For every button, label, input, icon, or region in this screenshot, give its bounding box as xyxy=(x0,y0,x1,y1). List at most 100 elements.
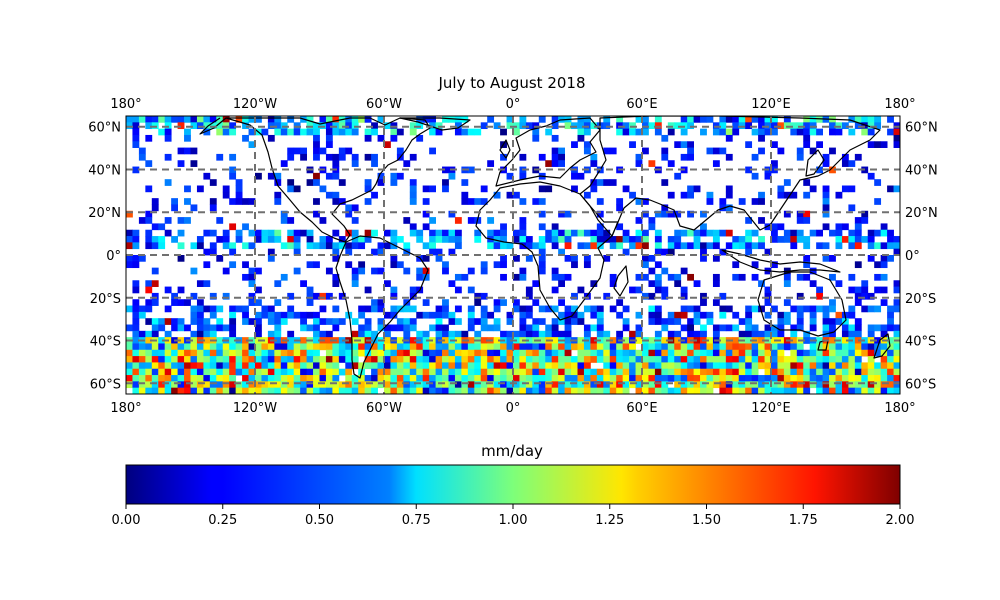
precip-cell xyxy=(816,362,823,370)
precip-cell xyxy=(822,223,830,231)
precip-cell xyxy=(442,343,449,351)
precip-cell xyxy=(267,343,275,351)
precip-cell xyxy=(300,153,307,161)
precip-cell xyxy=(235,191,243,199)
precip-cell xyxy=(796,318,804,325)
precip-cell xyxy=(577,311,585,319)
precip-cell xyxy=(532,375,540,382)
precip-cell xyxy=(274,368,282,376)
precip-cell xyxy=(861,122,869,130)
precip-cell xyxy=(667,362,675,370)
precip-cell xyxy=(687,368,694,376)
precip-cell xyxy=(429,185,436,193)
precip-cell xyxy=(829,305,836,313)
precip-cell xyxy=(196,381,204,389)
precip-cell xyxy=(571,368,578,376)
precip-cell xyxy=(461,128,469,136)
precip-cell xyxy=(564,349,572,357)
precip-cell xyxy=(854,229,862,237)
precip-cell xyxy=(332,198,340,205)
precip-cell xyxy=(822,210,830,218)
precip-cell xyxy=(190,349,198,357)
precip-cell xyxy=(751,128,759,136)
precip-cell xyxy=(583,324,591,332)
precip-cell xyxy=(622,375,630,382)
lat-label: 20°N xyxy=(88,206,121,221)
precip-cell xyxy=(493,299,501,306)
precip-cell xyxy=(712,160,720,167)
precip-cell xyxy=(848,311,856,319)
precip-cell xyxy=(635,160,643,167)
precip-cell xyxy=(583,191,591,199)
precip-cell xyxy=(158,343,166,351)
precip-cell xyxy=(203,305,211,313)
precip-cell xyxy=(474,349,482,357)
precip-cell xyxy=(764,324,772,332)
precip-cell xyxy=(867,128,875,136)
precip-cell xyxy=(738,375,746,382)
precip-cell xyxy=(519,375,527,382)
precip-cell xyxy=(255,116,262,123)
precip-cell xyxy=(751,229,759,237)
precip-cell xyxy=(571,343,578,351)
precip-cell xyxy=(151,381,159,389)
precip-cell xyxy=(829,375,836,382)
precip-cell xyxy=(629,368,636,376)
precip-cell xyxy=(493,261,501,269)
precip-cell xyxy=(654,286,662,294)
precip-cell xyxy=(835,191,843,199)
precip-cell xyxy=(551,116,559,123)
precip-cell xyxy=(222,324,230,332)
precip-cell xyxy=(287,311,295,319)
precip-cell xyxy=(693,311,701,319)
precip-cell xyxy=(138,349,146,357)
precip-cell xyxy=(345,116,353,123)
precip-cell xyxy=(487,375,495,382)
precip-cell xyxy=(177,362,185,370)
precip-cell xyxy=(887,311,894,319)
precip-cell xyxy=(771,223,778,231)
precip-cell xyxy=(829,368,836,376)
precip-cell xyxy=(300,337,307,344)
precip-cell xyxy=(164,343,172,351)
precip-cell xyxy=(893,128,900,136)
precip-cell xyxy=(371,349,378,357)
precip-cell xyxy=(364,343,372,351)
precip-cell xyxy=(351,349,359,357)
precip-cell xyxy=(545,356,553,363)
precip-cell xyxy=(680,305,688,313)
precip-cell xyxy=(126,261,133,269)
precip-cell xyxy=(325,375,333,382)
precip-cell xyxy=(583,255,591,262)
precip-cell xyxy=(229,381,237,389)
precip-cell xyxy=(551,349,559,357)
precip-cell xyxy=(764,299,772,306)
precip-cell xyxy=(848,116,856,123)
precip-cell xyxy=(603,229,611,237)
precip-cell xyxy=(500,343,507,351)
precip-cell xyxy=(764,122,772,130)
precip-cell xyxy=(712,299,720,306)
precip-cell xyxy=(184,381,191,389)
precip-cell xyxy=(783,273,791,281)
precip-cell xyxy=(390,179,398,186)
precip-cell xyxy=(887,324,894,332)
precip-cell xyxy=(242,305,249,313)
precip-cell xyxy=(377,299,385,306)
precip-cell xyxy=(332,248,340,256)
precip-cell xyxy=(500,356,507,363)
precip-cell xyxy=(222,381,230,389)
precip-cell xyxy=(590,122,598,130)
precip-cell xyxy=(887,128,894,136)
precip-cell xyxy=(706,198,714,205)
precip-cell xyxy=(809,349,817,357)
precip-cell xyxy=(351,236,359,243)
precip-cell xyxy=(126,242,133,250)
precip-cell xyxy=(416,356,424,363)
precip-cell xyxy=(416,122,424,130)
precip-cell xyxy=(390,172,398,180)
precip-cell xyxy=(687,343,694,351)
precip-cell xyxy=(680,368,688,376)
precip-cell xyxy=(564,210,572,218)
precip-cell xyxy=(745,381,753,389)
